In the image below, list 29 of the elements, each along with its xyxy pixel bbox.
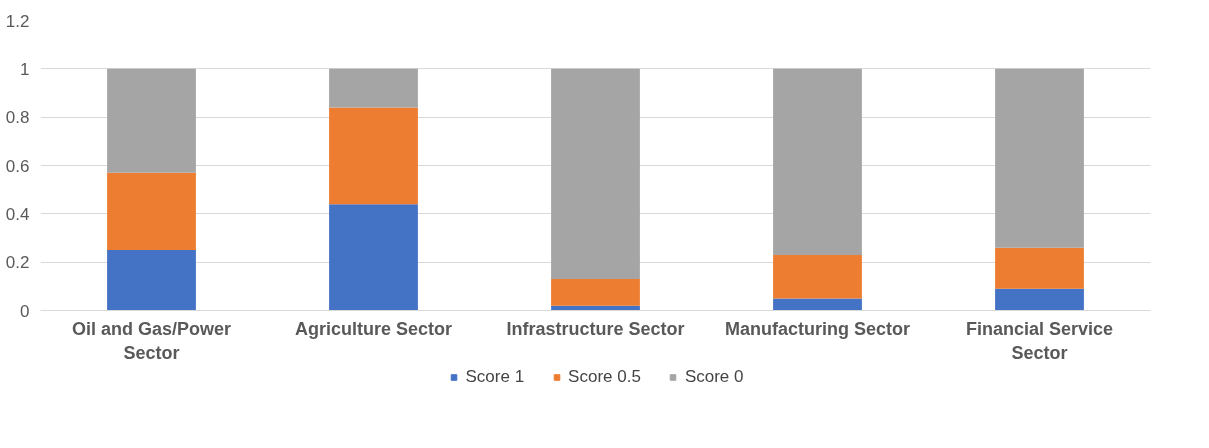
bar [107,250,196,311]
x-tick-label: Infrastructure Sector [506,318,685,339]
bar [107,172,196,251]
x-tick-label: Financial Service Sector [965,318,1114,363]
x-tick-label: Manufacturing Sector [724,318,911,339]
y-tick-label: 0.2 [5,253,30,273]
bar [329,68,418,108]
legend-label: Score 1 [465,367,525,387]
x-tick-label: Oil and Gas/Power Sector [71,318,232,363]
y-tick-label: 1.2 [5,11,30,31]
bar [329,107,418,205]
legend-label: Score 0.5 [568,367,641,387]
bar [773,68,862,255]
bar [995,68,1084,248]
y-tick-label: 1 [20,59,30,79]
y-tick-label: 0.8 [5,108,30,128]
bar [773,254,862,299]
bar [995,288,1084,311]
bar [995,247,1084,289]
y-tick-label: 0.6 [5,156,30,176]
x-tick-label: Agriculture Sector [294,318,453,339]
bar [329,204,418,311]
bar [551,279,640,306]
legend-label: Score 0 [684,367,744,387]
y-tick-label: 0 [20,301,30,321]
bar [107,68,196,173]
bar [773,298,862,311]
y-tick-label: 0.4 [5,204,30,224]
bar [551,68,640,280]
